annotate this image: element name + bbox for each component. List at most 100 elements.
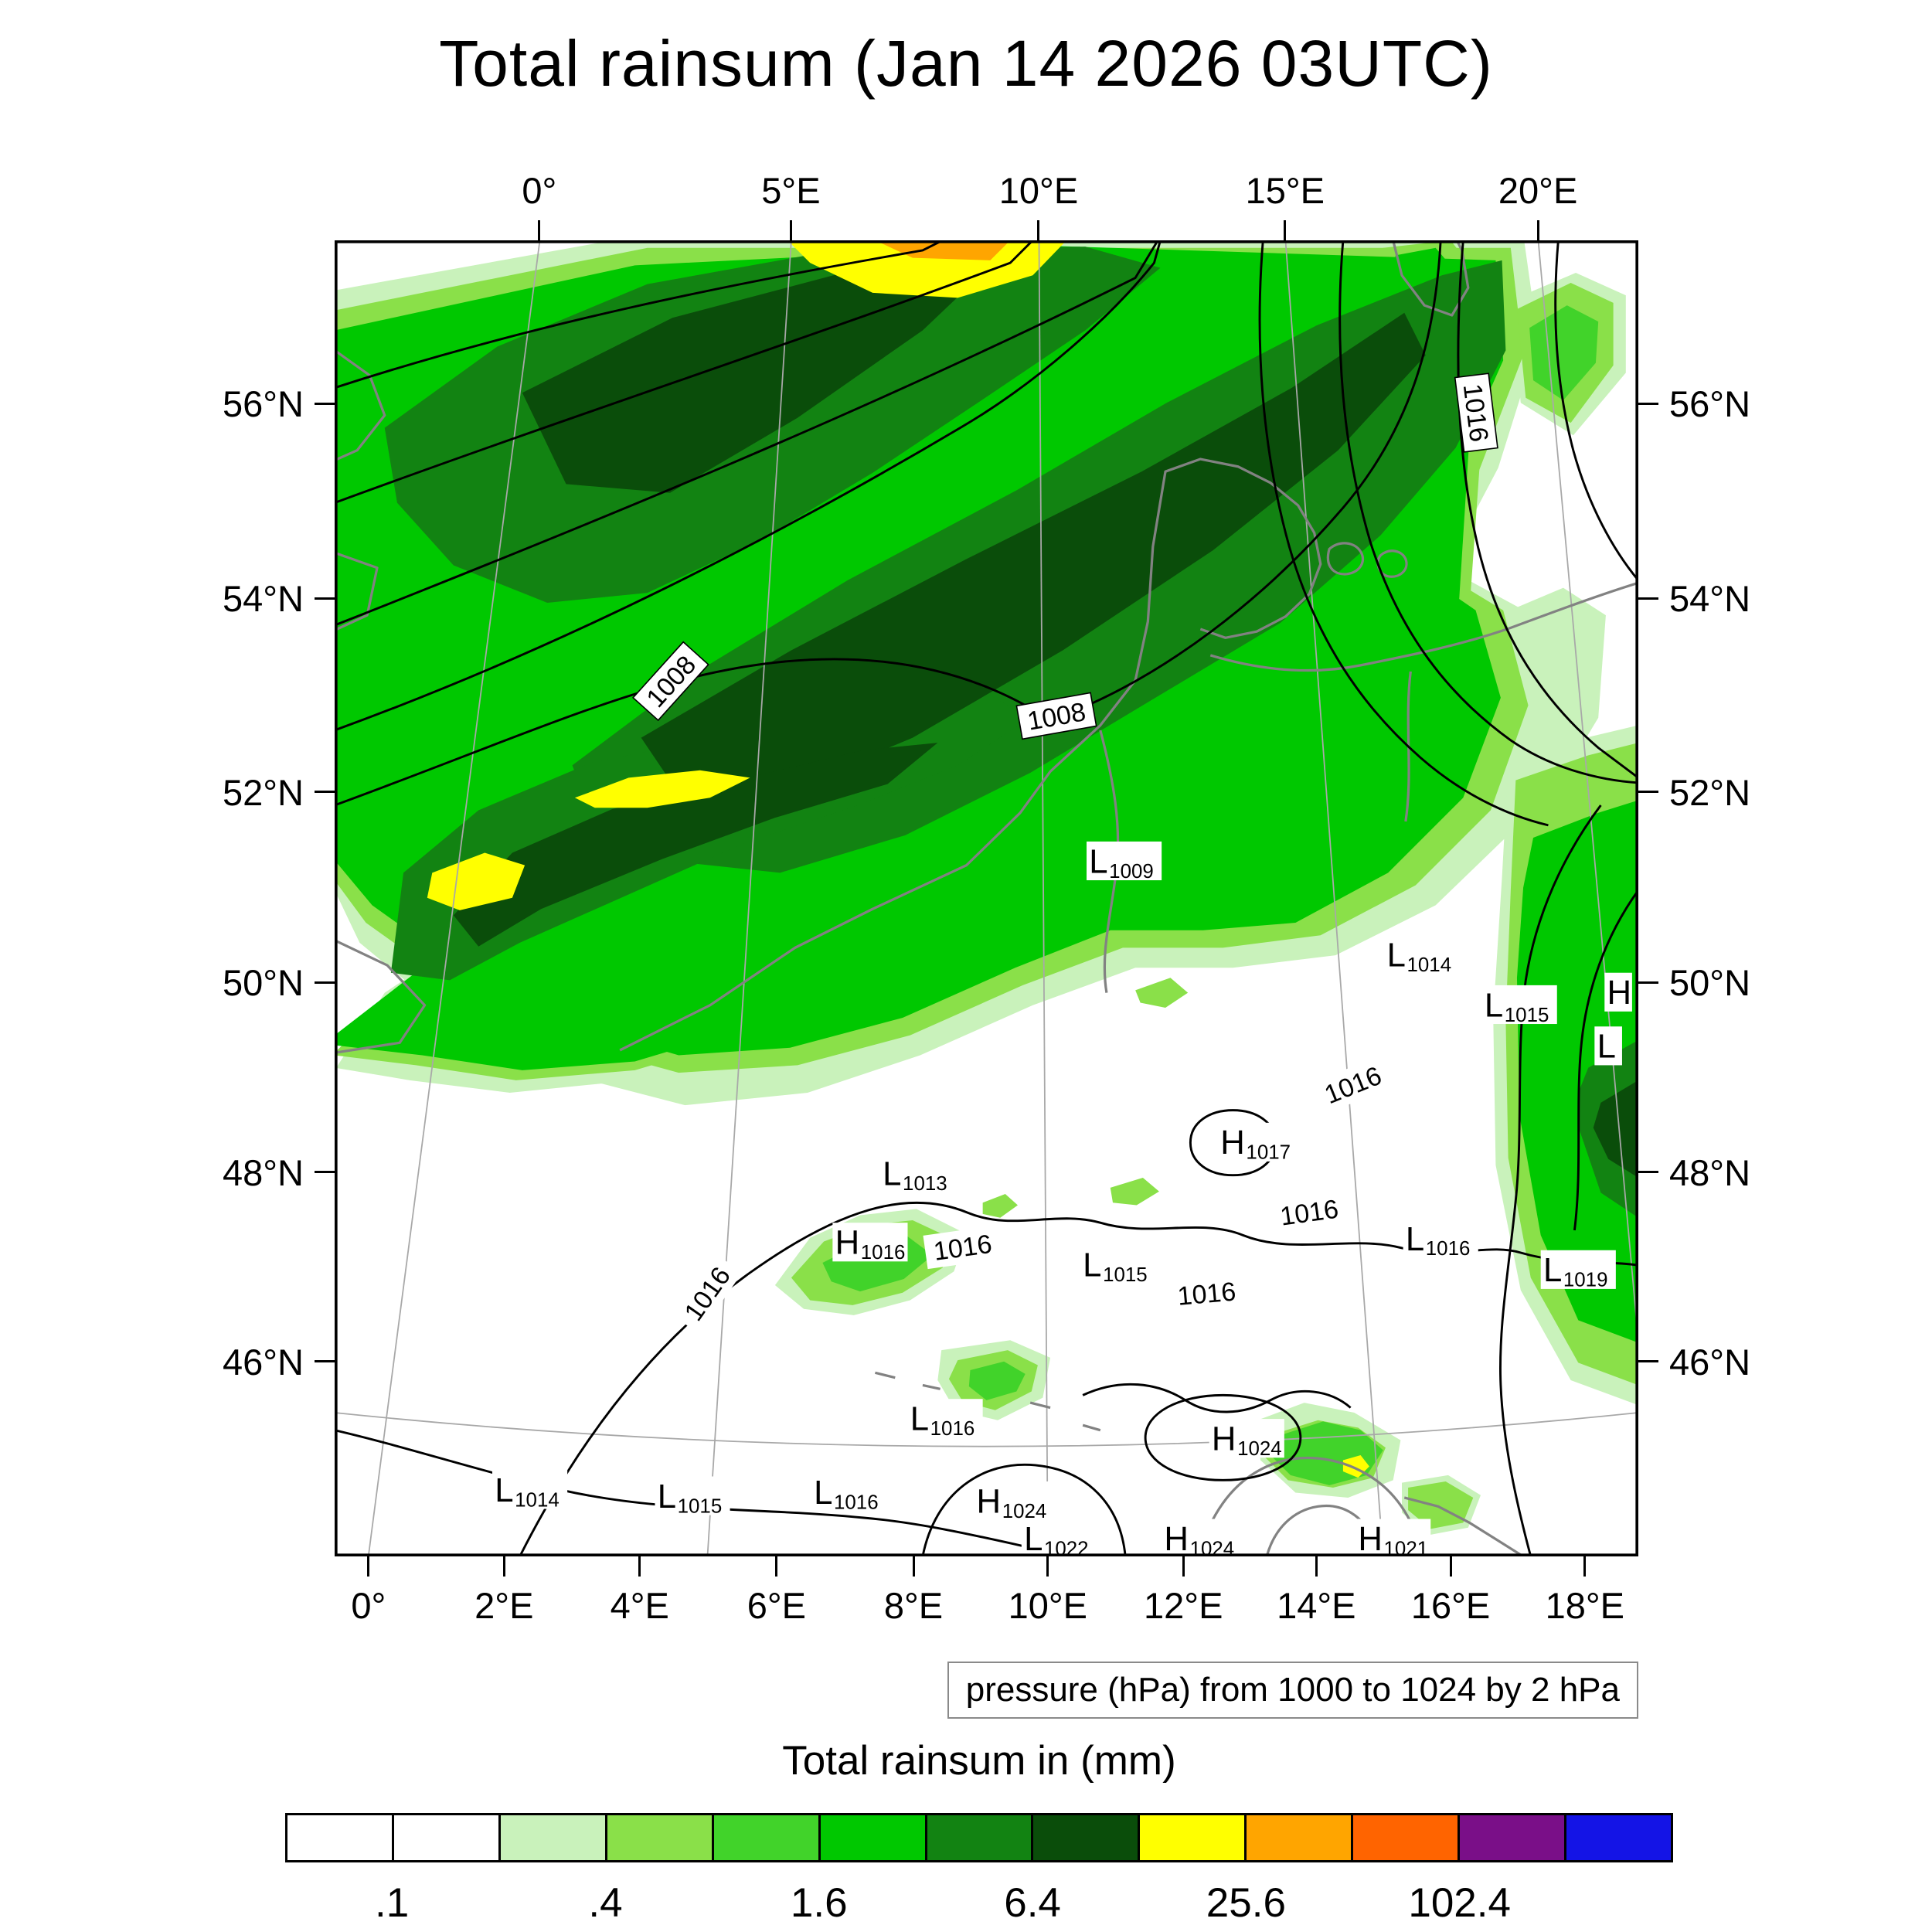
axis-tick-bottom [1182,1556,1185,1577]
colorbar-tick-label: .1 [375,1880,410,1926]
pressure-center-marker: L 1015 [655,1476,730,1517]
coastline [1082,1423,1101,1432]
colorbar-cell [1033,1815,1141,1860]
colorbar-tick-label: 6.4 [1004,1880,1061,1926]
axis-tick-bottom [638,1556,641,1577]
svg-text:1016: 1016 [1176,1277,1237,1311]
axis-label-left: 54°N [222,578,304,620]
coastline [335,349,386,462]
pressure-contour [335,240,1159,627]
axis-label-top: 15°E [1245,170,1325,211]
coastline [1403,1496,1524,1556]
axis-tick-bottom [912,1556,915,1577]
rain-region [875,240,1011,260]
pressure-contour [1499,804,1602,1556]
colorbar-tick-label: 1.6 [790,1880,848,1926]
coastline [1326,542,1365,576]
axis-tick-bottom [775,1556,778,1577]
svg-text:L: L [1597,1028,1616,1066]
pressure-center-marker: H 1017 [1218,1122,1294,1164]
colorbar-cell [1566,1815,1671,1860]
axis-label-left: 52°N [222,771,304,813]
rain-region [1593,1080,1638,1178]
map-area: 1008 1008 1016 1016 1016 1016 1016 1016 L 1009 L 10… [335,240,1638,1556]
axis-tick-right [1638,597,1658,600]
axis-label-left: 56°N [222,383,304,425]
colorbar-cell [287,1815,394,1860]
colorbar-cell [500,1815,607,1860]
axis-label-right: 56°N [1669,383,1751,425]
axis-label-bottom: 10°E [1008,1585,1087,1626]
colorbar-cell [1460,1815,1567,1860]
pressure-contour [1258,240,1549,827]
pressure-contour [335,240,944,389]
axis-tick-top [1536,220,1539,240]
axis-label-left: 48°N [222,1151,304,1193]
graticule-line [1537,240,1638,1341]
colorbar-cell [820,1815,927,1860]
legend-title: Total rainsum in (mm) [782,1738,1176,1784]
axis-tick-top [1284,220,1287,240]
pressure-center-marker: L 1013 [879,1154,956,1195]
pressure-contour [335,240,1034,504]
rain-region [574,770,750,808]
axis-tick-right [1638,1171,1658,1174]
pressure-contour [1554,240,1638,581]
coastline [922,1383,940,1390]
axis-tick-right [1638,981,1658,984]
page-title: Total rainsum (Jan 14 2026 03UTC) [439,27,1493,100]
pressure-center-marker: L 1009 [1087,841,1162,883]
rain-region [1135,978,1189,1009]
svg-text:1016: 1016 [1458,382,1494,444]
axis-label-left: 50°N [222,962,304,1004]
pressure-center-marker: L 1022 [1021,1519,1097,1556]
rain-region [1498,587,1606,793]
pressure-center-marker: H 1024 [1209,1419,1284,1460]
pressure-center-marker: L 1015 [1481,985,1557,1026]
pressure-center-marker: L 1016 [811,1472,886,1514]
axis-label-right: 54°N [1669,578,1751,620]
coastline [875,1371,896,1379]
pressure-note: pressure (hPa) from 1000 to 1024 by 2 hP… [947,1662,1638,1719]
axis-label-right: 46°N [1669,1341,1751,1383]
coastline [335,551,379,632]
rain-region [787,240,1067,298]
axis-tick-bottom [367,1556,370,1577]
axis-tick-right [1638,402,1658,405]
contour-label: 1016 [1168,1273,1246,1314]
axis-tick-bottom [502,1556,505,1577]
colorbar-tick-label: 25.6 [1206,1880,1286,1926]
pressure-contour [1082,1383,1352,1413]
colorbar-cell [393,1815,501,1860]
axis-tick-right [1638,791,1658,794]
axis-label-bottom: 4°E [610,1585,669,1626]
axis-label-bottom: 16°E [1410,1585,1491,1626]
coastline [1196,1457,1425,1556]
axis-tick-top [789,220,792,240]
coastline [619,457,1322,1052]
contour-label: 1008 [1015,692,1097,740]
colorbar-cell [1247,1815,1354,1860]
pressure-center-marker: H 1024 [974,1481,1049,1522]
axis-tick-left [315,1171,335,1174]
axis-tick-left [315,1360,335,1363]
pressure-center-marker: L 1016 [1403,1219,1478,1260]
axis-tick-bottom [1449,1556,1452,1577]
pressure-center-marker: H [1604,972,1632,1012]
axis-label-bottom: 2°E [474,1585,534,1626]
axis-label-bottom: 14°E [1277,1585,1356,1626]
rain-region [982,1193,1018,1218]
map-border [335,240,1638,1556]
axis-label-top: 0° [522,170,557,211]
pressure-contour [1573,889,1638,1231]
svg-text:H: H [1607,974,1632,1012]
colorbar-cell [1140,1815,1247,1860]
axis-label-right: 48°N [1669,1151,1751,1193]
axis-tick-left [315,791,335,794]
contour-label: 1016 [1454,372,1498,453]
pressure-contour [1338,240,1638,784]
rain-region [968,1361,1026,1400]
